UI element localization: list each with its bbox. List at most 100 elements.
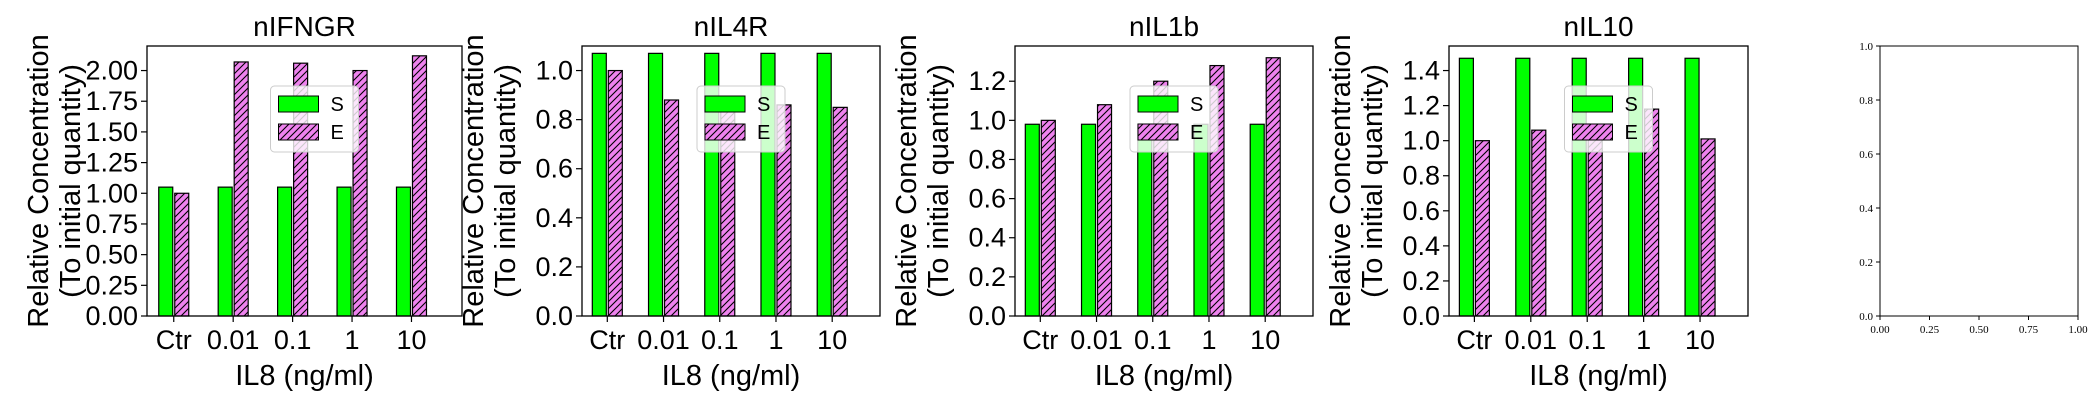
- y-tick-label: 1.0: [1402, 126, 1440, 156]
- y-axis-label: Relative Concentration: [1325, 34, 1357, 327]
- bar-hatch-E-1: [1531, 129, 1547, 317]
- y-axis-label: Relative Concentration: [891, 34, 923, 327]
- x-tick-label: 10: [1250, 325, 1280, 355]
- legend: SE: [1129, 85, 1219, 153]
- legend-swatch-hatch-E: [1137, 123, 1179, 141]
- bar-S-4: [395, 186, 412, 317]
- x-axis-label: IL8 (ng/ml): [1529, 360, 1668, 392]
- y-tick-label: 0.4: [968, 223, 1006, 253]
- y-tick-label: 0.0: [968, 301, 1006, 331]
- y-axis-label: (To initial quantity): [1357, 64, 1389, 298]
- x-axis-label: IL8 (ng/ml): [1095, 360, 1234, 392]
- y-tick-label: 0.4: [1859, 203, 1873, 215]
- bar-hatch-E-0: [1474, 140, 1490, 317]
- y-tick-label: 0.0: [1859, 311, 1873, 323]
- subplot-3: Ctr 0.01 0.1 1 10 0.0 0.2 0.4 0.6 0.8 1.0 1.2 nIL1b I…: [891, 11, 1314, 392]
- chart-title: nIL10: [1563, 11, 1633, 42]
- y-tick-label: 0.2: [1859, 257, 1873, 269]
- subplot-4: Ctr 0.01 0.1 1 10 0.0 0.2 0.4 0.6 0.8 1.0 1.2 1.4 nIL…: [1325, 11, 1749, 392]
- y-axis-label: (To initial quantity): [490, 64, 522, 298]
- y-tick-label: 0.2: [535, 252, 573, 282]
- bar-S-2: [1137, 123, 1153, 317]
- x-tick-label: 0.1: [1134, 325, 1172, 355]
- x-axis-label: IL8 (ng/ml): [662, 360, 801, 392]
- chart-title: nIL1b: [1129, 11, 1199, 42]
- x-tick-label: 0.1: [701, 325, 739, 355]
- x-tick-label: 0.1: [1568, 325, 1606, 355]
- bar-hatch-E-1: [663, 99, 680, 317]
- bar-S-4: [1249, 123, 1265, 317]
- x-tick-label: 0.1: [274, 325, 312, 355]
- chart-title: nIL4R: [694, 11, 769, 42]
- bar-hatch-E-1: [233, 61, 249, 317]
- x-tick-label: 0.00: [1870, 324, 1890, 336]
- x-tick-label: 1: [768, 325, 783, 355]
- legend: SE: [270, 85, 359, 153]
- x-tick-label: Ctr: [1456, 325, 1492, 355]
- y-tick-label: 0.25: [85, 270, 138, 300]
- y-tick-label: 1.75: [85, 86, 138, 116]
- legend-label-S: S: [1190, 94, 1203, 116]
- legend-swatch-S: [704, 95, 746, 113]
- chart-title: nIFNGR: [253, 11, 356, 42]
- plot-frame: [1014, 45, 1314, 317]
- y-tick-label: 0.8: [535, 105, 573, 135]
- bar-hatch-E-0: [1040, 119, 1056, 317]
- y-tick-label: 0.4: [1402, 231, 1440, 261]
- x-tick-label: 0.01: [1070, 325, 1123, 355]
- plot-frame: [1448, 45, 1749, 317]
- legend-swatch-hatch-E: [704, 123, 746, 141]
- legend-label-E: E: [1190, 122, 1203, 144]
- bar-hatch-E-4: [411, 55, 428, 317]
- y-tick-label: 0.8: [1859, 95, 1873, 107]
- bar-S-1: [647, 52, 664, 317]
- x-tick-label: 0.01: [207, 325, 260, 355]
- y-tick-label: 0.2: [1402, 266, 1440, 296]
- bar-S-3: [336, 186, 352, 317]
- y-tick-label: 0.0: [535, 301, 573, 331]
- plot-frame: [581, 45, 881, 317]
- bar-hatch-E-0: [174, 192, 190, 317]
- bar-hatch-E-4: [1265, 57, 1281, 317]
- x-tick-label: 1: [1636, 325, 1651, 355]
- bar-hatch-E-4: [832, 106, 848, 317]
- y-tick-label: 1.0: [968, 105, 1006, 135]
- y-tick-label: 1.0: [535, 56, 573, 86]
- x-axis-label: IL8 (ng/ml): [235, 360, 374, 392]
- y-axis-label: Relative Concentration: [458, 34, 490, 327]
- y-tick-label: 0.00: [85, 301, 138, 331]
- legend: SE: [696, 85, 786, 153]
- y-tick-label: 0.0: [1402, 301, 1440, 331]
- y-tick-label: 1.00: [85, 178, 138, 208]
- y-axis-label: Relative Concentration: [23, 34, 55, 327]
- x-tick-label: Ctr: [589, 325, 625, 355]
- legend-swatch-S: [1572, 95, 1613, 113]
- empty-plot-frame: [1879, 45, 2079, 317]
- subplot-5: 0.00 0.25 0.50 0.75 1.00 0.0 0.2 0.4 0.6 0.8 1.0: [1859, 41, 2088, 336]
- y-tick-label: 0.6: [1402, 196, 1440, 226]
- bar-S-0: [1458, 57, 1474, 317]
- legend-label-E: E: [1625, 122, 1638, 144]
- legend-label-E: E: [757, 122, 770, 144]
- x-tick-label: 1: [345, 325, 360, 355]
- x-tick-label: 0.75: [2019, 324, 2039, 336]
- legend-swatch-hatch-E: [278, 123, 319, 141]
- y-tick-label: 1.2: [968, 66, 1006, 96]
- y-axis-label: (To initial quantity): [923, 64, 955, 298]
- bar-hatch-E-0: [607, 69, 623, 317]
- bar-S-4: [816, 52, 832, 317]
- y-tick-label: 0.8: [1402, 161, 1440, 191]
- legend-label-S: S: [757, 94, 770, 116]
- x-tick-label: 0.01: [1505, 325, 1558, 355]
- y-tick-label: 1.4: [1402, 56, 1440, 86]
- y-tick-label: 0.8: [968, 144, 1006, 174]
- bar-S-4: [1684, 57, 1700, 317]
- plot-frame: [146, 45, 463, 317]
- bar-S-3: [1193, 123, 1209, 317]
- x-tick-label: 0.25: [1920, 324, 1940, 336]
- x-tick-label: 10: [396, 325, 426, 355]
- subplot-2: Ctr 0.01 0.1 1 10 0.0 0.2 0.4 0.6 0.8 1.0 nIL4R IL8 …: [458, 11, 881, 392]
- legend-label-S: S: [331, 94, 344, 116]
- legend-swatch-hatch-E: [1572, 123, 1613, 141]
